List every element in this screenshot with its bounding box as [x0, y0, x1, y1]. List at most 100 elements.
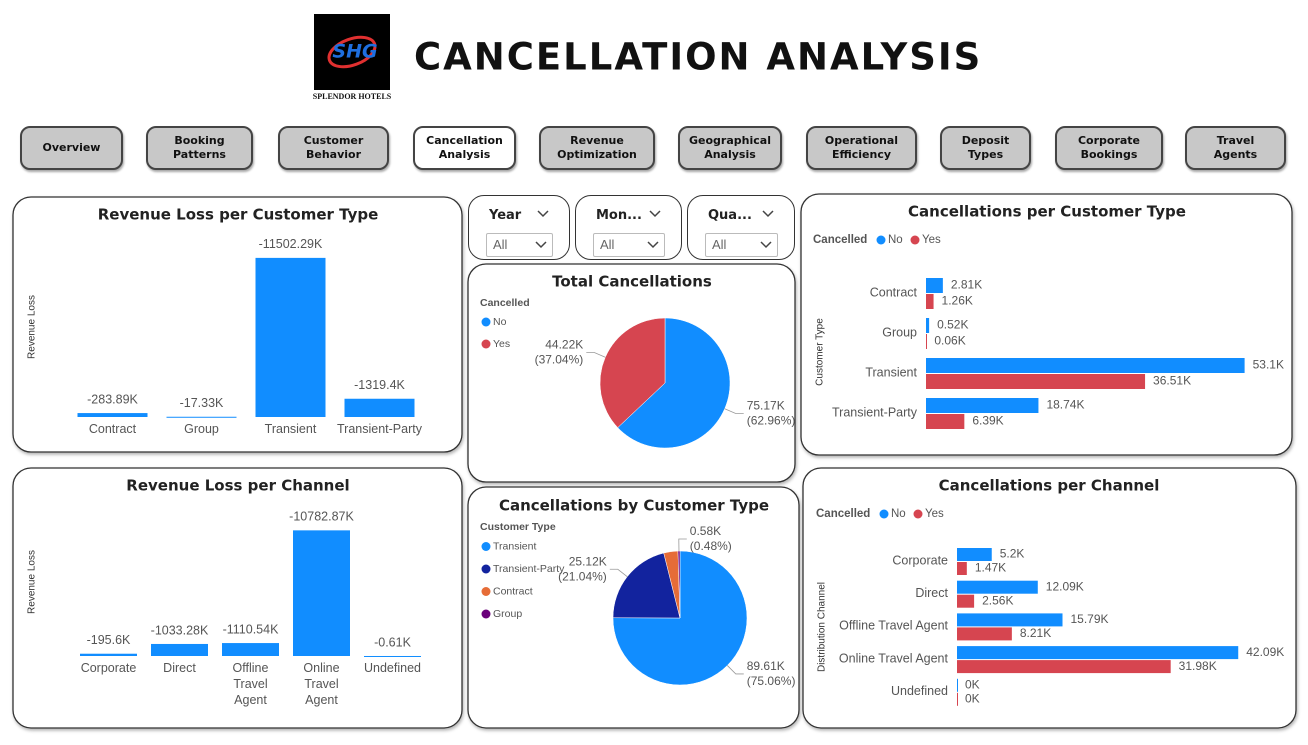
- value-label: 0K: [965, 677, 980, 691]
- x-tick-label: Direct: [163, 661, 196, 675]
- slicer-dropdown[interactable]: All: [593, 233, 665, 257]
- nav-button[interactable]: Booking Patterns: [146, 126, 253, 170]
- panel: [802, 467, 1297, 729]
- value-label: -1319.4K: [354, 378, 405, 392]
- legend-entry: Yes: [925, 508, 944, 520]
- slicer-label: Year: [489, 208, 522, 223]
- slicer[interactable]: Year All: [468, 195, 570, 260]
- value-label: 2.56K: [982, 593, 1013, 607]
- bar: [957, 548, 992, 561]
- bar: [151, 643, 208, 656]
- chevron-path: [762, 210, 774, 218]
- data-label: 25.12K: [569, 554, 607, 568]
- slicer[interactable]: Qua... All: [687, 195, 795, 260]
- data-label-percent: (21.04%): [558, 569, 607, 583]
- bar: [926, 318, 930, 333]
- bar: [957, 692, 958, 706]
- value-label: 8.21K: [1020, 626, 1051, 640]
- bar: [926, 294, 934, 309]
- x-tick-label: Transient: [264, 422, 317, 436]
- value-label: -0.61K: [374, 635, 411, 649]
- bar: [166, 416, 237, 418]
- logo-text: SHG: [332, 41, 377, 63]
- slicer-dropdown[interactable]: All: [486, 233, 553, 257]
- chevron-path: [647, 241, 659, 249]
- chart-title: Revenue Loss per Channel: [126, 477, 349, 495]
- bar: [344, 398, 415, 417]
- bar: [957, 627, 1012, 641]
- value-label: 12.09K: [1046, 579, 1084, 593]
- slicer[interactable]: Mon... All: [575, 195, 682, 260]
- legend-marker: [876, 235, 886, 245]
- value-label: -1033.28K: [151, 623, 209, 637]
- data-label-percent: (37.04%): [535, 353, 584, 367]
- chevron: [649, 210, 661, 218]
- value-label: -1110.54K: [223, 622, 279, 636]
- nav-button[interactable]: Revenue Optimization: [539, 126, 655, 170]
- pie-slice: [617, 317, 731, 449]
- leader-line: [586, 352, 606, 358]
- nav-button[interactable]: Deposit Types: [940, 126, 1031, 170]
- logo-box: [314, 14, 390, 90]
- leader-line: [724, 408, 744, 414]
- bar: [926, 278, 943, 293]
- slicer-dropdown[interactable]: All: [705, 233, 778, 257]
- legend-entry: Contract: [493, 585, 533, 597]
- axis-title: Distribution Channel: [817, 582, 828, 672]
- legend-title: Cancelled: [816, 508, 870, 520]
- legend-entry: Group: [493, 608, 522, 620]
- nav-button[interactable]: Operational Efficiency: [806, 126, 917, 170]
- nav-button[interactable]: Travel Agents: [1185, 126, 1286, 170]
- y-tick-label: Transient: [865, 365, 917, 379]
- bar: [957, 678, 958, 692]
- chart-title: Revenue Loss per Customer Type: [98, 206, 379, 224]
- value-label: 53.1K: [1253, 358, 1284, 372]
- bar: [255, 257, 326, 417]
- data-label: 44.22K: [545, 338, 583, 352]
- x-tick-label: Online Travel Agent: [303, 661, 340, 707]
- value-label: 0.06K: [934, 334, 965, 348]
- legend-marker: [481, 317, 491, 327]
- chevron-path: [537, 210, 549, 218]
- x-tick-label: Offline Travel Agent: [232, 661, 269, 707]
- chevron: [760, 241, 772, 249]
- bar: [80, 653, 137, 656]
- data-label-percent: (75.06%): [747, 674, 796, 688]
- bar: [77, 413, 148, 417]
- bar: [222, 643, 279, 656]
- logo-swoosh: [327, 35, 377, 69]
- value-label: 2.81K: [951, 278, 982, 292]
- bar: [926, 334, 927, 349]
- nav-button[interactable]: Corporate Bookings: [1055, 126, 1163, 170]
- value-label: -195.6K: [87, 633, 131, 647]
- y-tick-label: Online Travel Agent: [839, 651, 949, 665]
- nav-button[interactable]: Geographical Analysis: [678, 126, 782, 170]
- page-title: CANCELLATION ANALYSIS: [414, 36, 982, 79]
- bar: [926, 414, 965, 429]
- chevron-path: [649, 210, 661, 218]
- bar: [957, 613, 1063, 627]
- panel: [800, 193, 1293, 456]
- nav-button[interactable]: Customer Behavior: [278, 126, 389, 170]
- value-label: 1.26K: [942, 294, 973, 308]
- pie-slice: [599, 317, 666, 428]
- chevron-path: [760, 241, 772, 249]
- legend-entry: Yes: [922, 234, 941, 246]
- nav-button[interactable]: Overview: [20, 126, 123, 170]
- data-label: 0.58K: [690, 524, 721, 538]
- legend-title: Cancelled: [480, 297, 530, 309]
- value-label: 42.09K: [1246, 645, 1284, 659]
- value-label: -10782.87K: [289, 510, 354, 524]
- x-tick-label: Undefined: [364, 661, 421, 675]
- bar: [926, 398, 1039, 413]
- y-tick-label: Offline Travel Agent: [839, 619, 948, 633]
- data-label-percent: (62.96%): [747, 414, 796, 428]
- nav-button[interactable]: Cancellation Analysis: [413, 126, 516, 170]
- legend-entry: Transient: [493, 540, 536, 552]
- value-label: 18.74K: [1046, 398, 1084, 412]
- value-label: 31.98K: [1179, 659, 1217, 673]
- data-label: 89.61K: [747, 659, 785, 673]
- x-tick-label: Group: [184, 422, 219, 436]
